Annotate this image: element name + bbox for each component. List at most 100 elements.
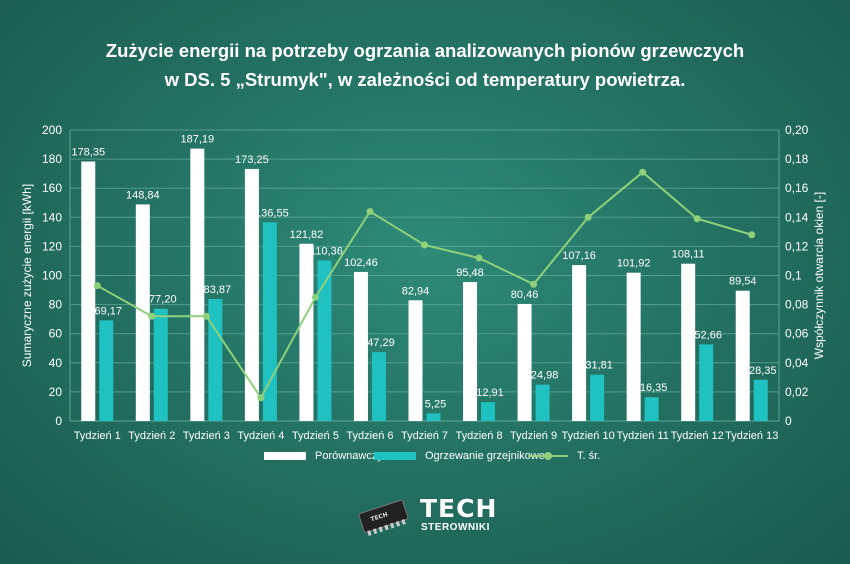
title-line-1: Zużycie energii na potrzeby ogrzania ana… [105, 40, 745, 61]
bar-ogrzewanie [153, 308, 168, 421]
bar-ogrzewanie [590, 374, 605, 421]
bar-porownawczy [735, 290, 750, 421]
logo-brand: TECH [420, 494, 498, 523]
bar-porownawczy [681, 263, 696, 421]
line-point-tsr [584, 213, 592, 221]
x-tick-label: Tydzień 11 [616, 430, 668, 442]
y2-axis-title: Współczynnik otwarcia okien [-] [812, 192, 826, 359]
data-label-ogrzewanie: 47,29 [367, 337, 395, 349]
bar-porownawczy [244, 168, 259, 421]
data-label-porownawczy: 121,82 [290, 229, 324, 241]
data-label-ogrzewanie: 12,91 [476, 387, 504, 399]
title-line-2: w DS. 5 „Strumyk", w zależności od tempe… [164, 69, 686, 90]
data-label-porownawczy: 89,54 [729, 276, 757, 288]
bar-ogrzewanie [426, 413, 441, 421]
data-label-ogrzewanie: 31,81 [585, 360, 613, 372]
bar-porownawczy [517, 303, 532, 421]
y2-tick-label: 0,06 [785, 327, 809, 341]
legend-item-tsr[interactable]: T. śr. [528, 450, 600, 462]
line-point-tsr [311, 293, 319, 301]
data-label-porownawczy: 108,11 [672, 249, 705, 261]
y2-tick-label: 0,1 [785, 269, 802, 283]
y2-tick-label: 0,04 [785, 356, 809, 370]
line-point-tsr [748, 231, 756, 239]
line-point-tsr [421, 241, 428, 249]
y-tick-label: 180 [42, 152, 62, 166]
legend-swatch-ogrzewanie [374, 452, 416, 460]
x-tick-label: Tydzień 2 [128, 430, 175, 442]
y-axis-title: Sumaryczne zużycie energii [kWh] [20, 184, 34, 367]
data-label-porownawczy: 80,46 [511, 289, 539, 301]
chart-title: Zużycie energii na potrzeby ogrzania ana… [0, 36, 850, 94]
data-label-porownawczy: 102,46 [344, 257, 378, 269]
y-tick-label: 140 [42, 210, 62, 224]
line-point-tsr [475, 254, 483, 262]
data-label-ogrzewanie: 83,87 [204, 284, 232, 296]
bar-porownawczy [408, 300, 423, 421]
bar-porownawczy [81, 161, 96, 422]
data-label-ogrzewanie: 136,55 [255, 207, 289, 219]
line-point-tsr [366, 207, 374, 215]
bar-porownawczy [299, 243, 314, 421]
bar-ogrzewanie [317, 260, 332, 421]
legend: Porównawczy Ogrzewanie grzejnikowe T. śr… [0, 450, 850, 468]
line-point-tsr [257, 394, 265, 402]
y2-tick-label: 0,02 [785, 385, 809, 399]
bar-porownawczy [190, 148, 205, 421]
x-tick-label: Tydzień 3 [183, 430, 230, 442]
x-tick-label: Tydzień 6 [346, 430, 393, 442]
bar-ogrzewanie [644, 397, 659, 421]
data-label-porownawczy: 95,48 [456, 267, 484, 279]
y-tick-label: 100 [42, 269, 62, 283]
bar-ogrzewanie [535, 384, 550, 421]
y-tick-label: 160 [42, 181, 62, 195]
y-tick-label: 20 [49, 385, 63, 399]
y-tick-label: 0 [55, 414, 62, 428]
y-tick-label: 80 [49, 298, 63, 312]
legend-swatch-tsr [528, 451, 568, 461]
legend-item-ogrzewanie[interactable]: Ogrzewanie grzejnikowe [374, 450, 545, 462]
data-label-ogrzewanie: 77,20 [149, 294, 177, 306]
y-tick-label: 60 [49, 327, 63, 341]
line-point-tsr [639, 168, 647, 176]
bar-porownawczy [572, 265, 587, 421]
data-label-porownawczy: 101,92 [617, 258, 651, 270]
legend-label-porownawczy: Porównawczy [315, 450, 383, 462]
logo-subtitle: STEROWNIKI [421, 522, 490, 533]
x-tick-label: Tydzień 10 [562, 430, 615, 442]
line-point-tsr [93, 282, 101, 290]
y2-tick-label: 0,20 [785, 123, 809, 137]
line-point-tsr [530, 280, 538, 288]
x-tick-label: Tydzień 1 [74, 430, 121, 442]
bar-ogrzewanie [481, 402, 496, 421]
bar-porownawczy [463, 282, 478, 421]
x-tick-label: Tydzień 9 [510, 430, 557, 442]
legend-label-ogrzewanie: Ogrzewanie grzejnikowe [425, 450, 545, 462]
bar-porownawczy [626, 272, 641, 421]
data-label-ogrzewanie: 24,98 [531, 370, 559, 382]
legend-item-porownawczy[interactable]: Porównawczy [264, 450, 383, 462]
x-tick-label: Tydzień 5 [292, 430, 339, 442]
bar-ogrzewanie [208, 298, 223, 421]
y2-tick-label: 0,08 [785, 298, 809, 312]
y2-tick-label: 0,18 [785, 152, 809, 166]
y-tick-label: 40 [49, 356, 63, 370]
bar-ogrzewanie [699, 344, 714, 421]
data-label-ogrzewanie: 52,66 [694, 329, 722, 341]
x-tick-label: Tydzień 4 [237, 430, 284, 442]
bar-ogrzewanie [371, 352, 386, 421]
data-label-ogrzewanie: 28,35 [749, 365, 777, 377]
bar-ogrzewanie [99, 320, 114, 421]
chip-icon: TECH [358, 499, 409, 536]
data-label-porownawczy: 82,94 [402, 285, 430, 297]
bar-porownawczy [353, 271, 368, 421]
legend-label-tsr: T. śr. [577, 450, 601, 462]
y2-tick-label: 0,16 [785, 181, 809, 195]
bar-ogrzewanie [262, 222, 277, 421]
bar-ogrzewanie [753, 379, 768, 421]
chart-canvas: 0 20 40 60 80 100 120 140 160 180 200 0 0,02 0,04 0,06… [20, 123, 826, 442]
data-label-ogrzewanie: 16,35 [640, 382, 668, 394]
data-label-ogrzewanie: 69,17 [95, 305, 123, 317]
line-point-tsr [202, 312, 210, 320]
legend-swatch-porownawczy [264, 452, 306, 460]
